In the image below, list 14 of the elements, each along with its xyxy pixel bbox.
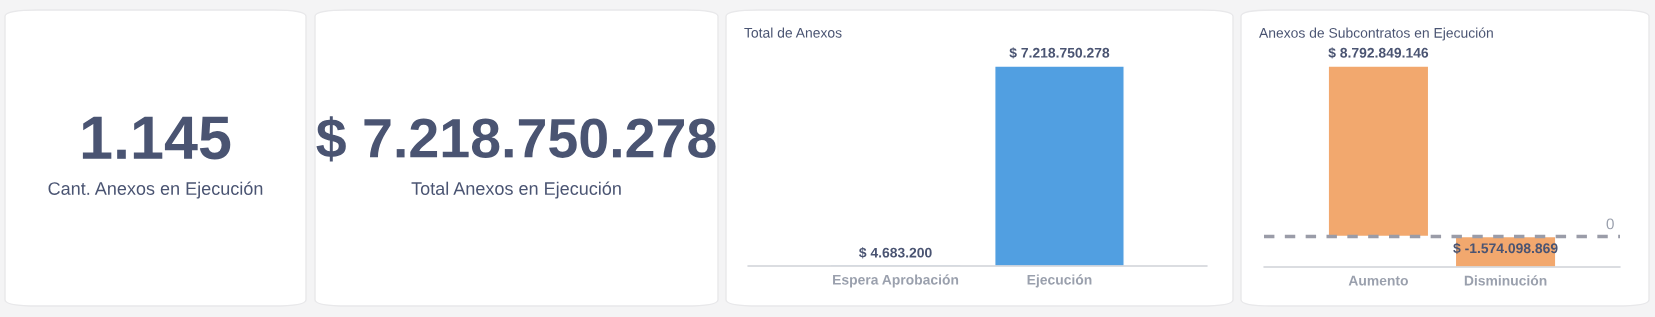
- data-label: $ 4.683.200: [859, 247, 932, 259]
- data-label: $ 8.792.849.146: [1328, 47, 1429, 59]
- x-tick-label: Ejecución: [1027, 274, 1092, 288]
- text: Cant. Anexos en Ejecución: [48, 181, 263, 199]
- text: $ 7.218.750.278: [316, 116, 716, 162]
- x-tick-label: Aumento: [1348, 275, 1408, 286]
- data-label: $ 7.218.750.278: [1009, 47, 1110, 59]
- text: Total Anexos en Ejecución: [411, 181, 621, 199]
- text: 1.145: [82, 116, 231, 160]
- x-tick-label: Espera Aprobación: [833, 274, 959, 288]
- x-tick-label: Disminución: [1464, 275, 1547, 286]
- chart-title: Anexos de Subcontratos en Ejecución: [1259, 27, 1493, 41]
- ref-line-label: 0: [1606, 218, 1614, 230]
- chart-title: Total de Anexos: [744, 27, 842, 38]
